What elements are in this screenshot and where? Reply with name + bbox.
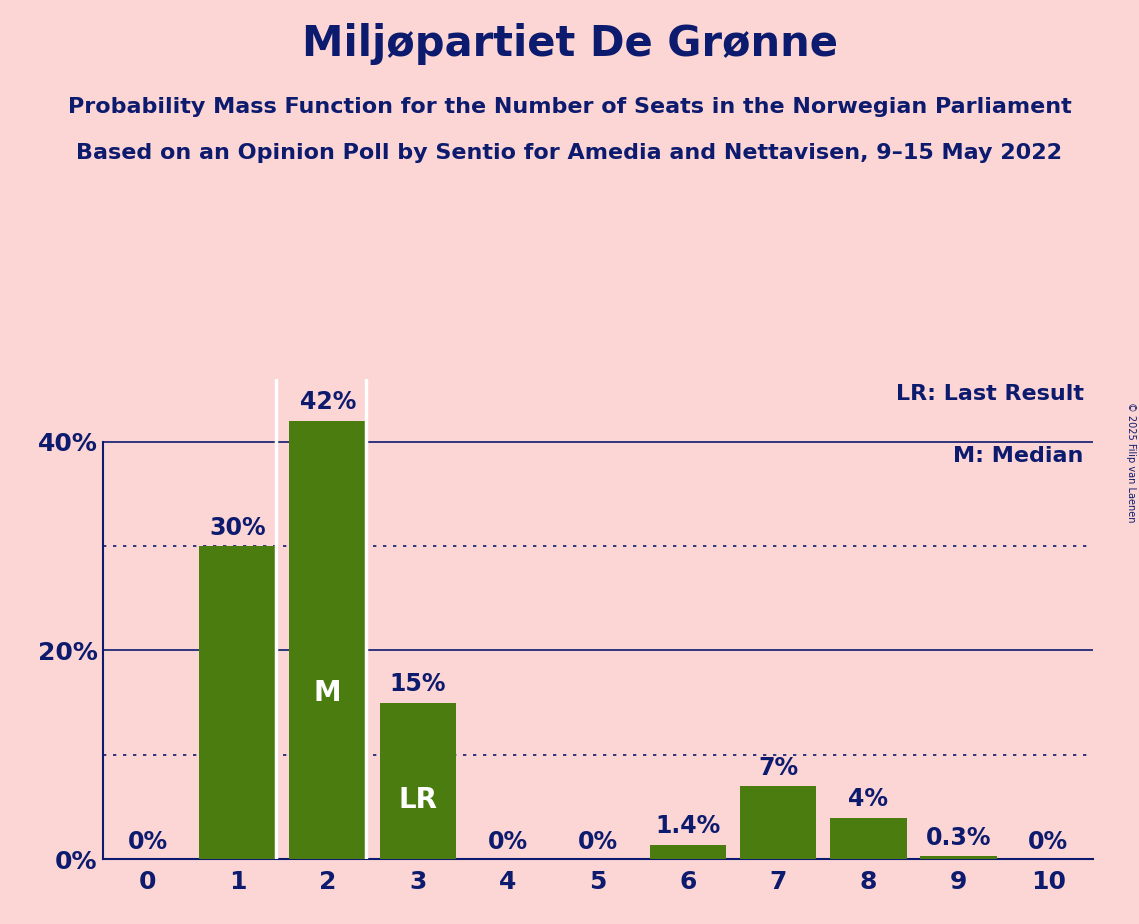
Text: 4%: 4%: [849, 787, 888, 811]
Text: Miljøpartiet De Grønne: Miljøpartiet De Grønne: [302, 23, 837, 65]
Text: 7%: 7%: [759, 756, 798, 780]
Text: 0%: 0%: [1029, 830, 1068, 854]
Text: 15%: 15%: [390, 673, 446, 697]
Text: 0%: 0%: [577, 830, 618, 854]
Text: Based on an Opinion Poll by Sentio for Amedia and Nettavisen, 9–15 May 2022: Based on an Opinion Poll by Sentio for A…: [76, 143, 1063, 164]
Text: M: M: [314, 678, 342, 707]
Text: © 2025 Filip van Laenen: © 2025 Filip van Laenen: [1126, 402, 1136, 522]
Text: M: Median: M: Median: [953, 446, 1083, 466]
Text: LR: Last Result: LR: Last Result: [895, 383, 1083, 404]
Text: LR: LR: [399, 785, 437, 814]
Text: 30%: 30%: [210, 516, 265, 540]
Text: Probability Mass Function for the Number of Seats in the Norwegian Parliament: Probability Mass Function for the Number…: [67, 97, 1072, 117]
Text: 1.4%: 1.4%: [655, 814, 721, 838]
Bar: [379, 702, 456, 859]
Text: 0%: 0%: [128, 830, 167, 854]
Text: 42%: 42%: [300, 390, 355, 414]
Bar: [199, 546, 276, 859]
Bar: [920, 857, 997, 859]
Text: 0%: 0%: [487, 830, 528, 854]
Bar: [289, 420, 366, 859]
Bar: [740, 786, 817, 859]
Bar: [830, 818, 907, 859]
Text: 0.3%: 0.3%: [926, 826, 991, 850]
Bar: [649, 845, 727, 859]
